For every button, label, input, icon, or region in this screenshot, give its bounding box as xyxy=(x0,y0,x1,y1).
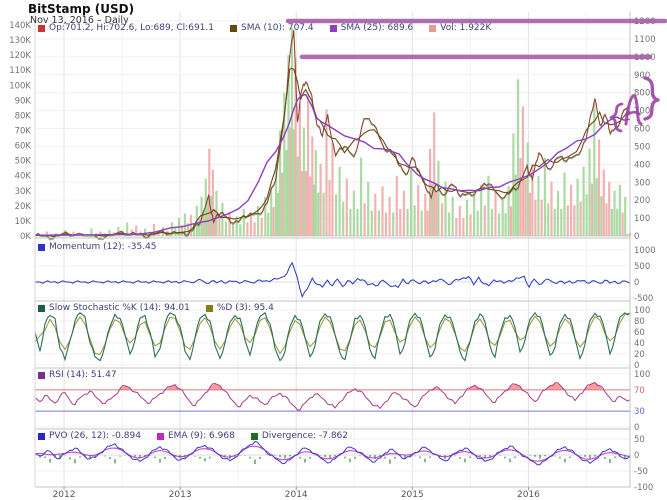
legend-pvo-panel: PVO (26, 12): -0.894 EMA (9): 6.968 Dive… xyxy=(38,431,348,441)
svg-text:130K: 130K xyxy=(9,36,31,46)
svg-text:70K: 70K xyxy=(15,127,32,137)
pvo-swatch xyxy=(38,432,45,440)
svg-text:40: 40 xyxy=(634,339,645,349)
rsi-swatch xyxy=(38,371,45,379)
svg-text:60K: 60K xyxy=(15,142,32,152)
ohlc-swatch xyxy=(38,24,45,32)
svg-text:2016: 2016 xyxy=(517,490,540,500)
svg-text:500: 500 xyxy=(634,142,650,152)
stoch-k-label: Slow Stochastic %K (14): 94.01 xyxy=(49,303,190,313)
chart-title: BitStamp (USD) xyxy=(28,2,135,16)
svg-text:140K: 140K xyxy=(9,21,31,31)
svg-text:-500: -500 xyxy=(634,294,653,304)
scribble-right-brace xyxy=(643,76,660,121)
svg-text:100: 100 xyxy=(634,306,650,316)
momentum-label: Momentum (12): -35.45 xyxy=(49,242,157,252)
svg-text:0: 0 xyxy=(634,361,639,371)
legend-item-pvo: PVO (26, 12): -0.894 xyxy=(38,431,141,441)
sma25-swatch xyxy=(329,24,337,32)
volume-swatch xyxy=(429,24,437,32)
svg-text:20: 20 xyxy=(634,350,645,360)
svg-text:2012: 2012 xyxy=(53,490,76,500)
svg-text:-50: -50 xyxy=(634,467,648,477)
svg-text:2013: 2013 xyxy=(169,490,192,500)
legend-item-sma10: SMA (10): 707.4 xyxy=(229,23,314,33)
svg-text:50K: 50K xyxy=(15,157,32,167)
scribble-letter-a-bar xyxy=(625,110,641,117)
legend-item-stoch-d: %D (3): 95.4 xyxy=(205,303,274,313)
legend-item-rsi: RSI (14): 51.47 xyxy=(38,370,117,380)
svg-text:200: 200 xyxy=(634,196,650,206)
svg-text:100: 100 xyxy=(634,370,650,380)
svg-text:2015: 2015 xyxy=(401,490,424,500)
svg-text:1000: 1000 xyxy=(634,246,656,256)
svg-text:0: 0 xyxy=(634,278,639,288)
svg-text:70: 70 xyxy=(634,386,645,396)
legend-item-ohlc: Op:701.2, Hi:702.6, Lo:689, Cl:691.1 xyxy=(38,23,214,33)
svg-text:0: 0 xyxy=(634,232,639,242)
svg-text:30K: 30K xyxy=(15,187,32,197)
scribble-left-brace xyxy=(609,102,624,133)
stoch-k-swatch xyxy=(38,304,45,312)
pvo-label: PVO (26, 12): -0.894 xyxy=(49,431,141,441)
svg-text:400: 400 xyxy=(634,160,650,170)
stoch-d-label: %D (3): 95.4 xyxy=(216,303,274,313)
legend-momentum-panel: Momentum (12): -35.45 xyxy=(38,242,157,252)
legend-item-momentum: Momentum (12): -35.45 xyxy=(38,242,157,252)
svg-text:2014: 2014 xyxy=(285,490,308,500)
svg-text:500: 500 xyxy=(634,262,650,272)
ema-swatch xyxy=(156,432,164,440)
svg-text:1100: 1100 xyxy=(634,35,656,45)
divergence-label: Divergence: -7.862 xyxy=(261,431,349,441)
divergence-swatch xyxy=(250,432,258,440)
momentum-swatch xyxy=(38,243,45,251)
svg-text:700: 700 xyxy=(634,107,650,117)
svg-text:800: 800 xyxy=(634,89,650,99)
rsi-label: RSI (14): 51.47 xyxy=(49,370,117,380)
svg-text:80: 80 xyxy=(634,317,645,327)
svg-text:-100: -100 xyxy=(634,483,653,493)
legend-item-volume: Vol: 1.922K xyxy=(429,23,491,33)
ohlc-label: Op:701.2, Hi:702.6, Lo:689, Cl:691.1 xyxy=(49,23,214,33)
svg-text:0: 0 xyxy=(634,423,639,433)
legend-price-panel: Op:701.2, Hi:702.6, Lo:689, Cl:691.1 SMA… xyxy=(38,23,491,33)
svg-text:30: 30 xyxy=(634,407,645,417)
stoch-d-swatch xyxy=(205,304,213,312)
svg-text:60: 60 xyxy=(634,328,645,338)
svg-text:0: 0 xyxy=(634,451,639,461)
svg-text:100: 100 xyxy=(634,214,650,224)
svg-text:110K: 110K xyxy=(9,66,31,76)
legend-item-divergence: Divergence: -7.862 xyxy=(250,431,349,441)
volume-label: Vol: 1.922K xyxy=(440,23,492,33)
svg-text:40K: 40K xyxy=(15,172,32,182)
ema-label: EMA (9): 6.968 xyxy=(167,431,235,441)
legend-item-sma25: SMA (25): 689.6 xyxy=(329,23,414,33)
chart-subtitle: Nov 13, 2016 – Daily xyxy=(30,15,129,26)
svg-text:120K: 120K xyxy=(9,51,31,61)
svg-text:50: 50 xyxy=(634,435,645,445)
sma10-label: SMA (10): 707.4 xyxy=(240,23,314,33)
scribble-letter-a xyxy=(624,94,643,126)
sma25-label: SMA (25): 689.6 xyxy=(340,23,414,33)
svg-text:80K: 80K xyxy=(15,111,32,121)
legend-item-stoch-k: Slow Stochastic %K (14): 94.01 xyxy=(38,303,190,313)
sma10-swatch xyxy=(229,24,237,32)
svg-text:100K: 100K xyxy=(9,81,31,91)
legend-stochastic-panel: Slow Stochastic %K (14): 94.01 %D (3): 9… xyxy=(38,303,274,313)
legend-item-ema: EMA (9): 6.968 xyxy=(156,431,235,441)
svg-text:600: 600 xyxy=(634,125,650,135)
svg-text:10K: 10K xyxy=(15,217,32,227)
svg-text:0K: 0K xyxy=(20,232,31,242)
svg-text:90K: 90K xyxy=(15,96,32,106)
svg-text:20K: 20K xyxy=(15,202,32,212)
svg-text:900: 900 xyxy=(634,71,650,81)
legend-rsi-panel: RSI (14): 51.47 xyxy=(38,370,117,380)
svg-text:300: 300 xyxy=(634,178,650,188)
